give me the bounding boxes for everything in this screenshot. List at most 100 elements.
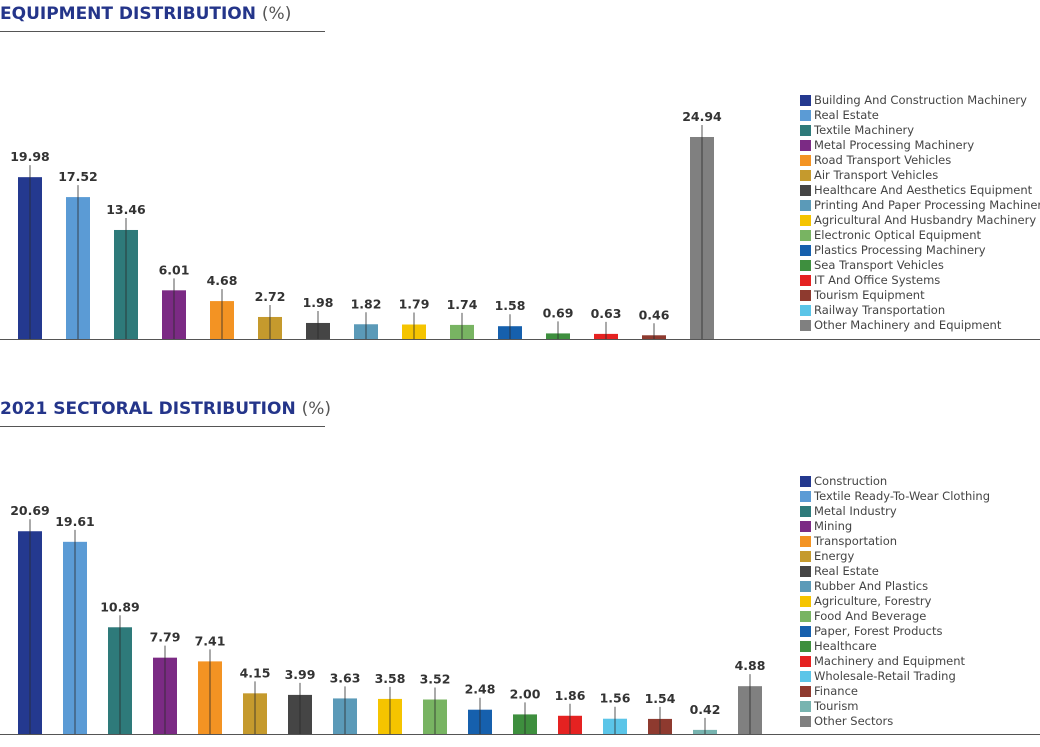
bar-value-label: 3.52 bbox=[420, 672, 451, 687]
legend-label: Rubber And Plastics bbox=[814, 579, 929, 593]
legend-swatch bbox=[800, 521, 811, 532]
legend-item: Construction bbox=[800, 474, 990, 489]
bar-value-label: 1.98 bbox=[303, 295, 334, 310]
legend-swatch bbox=[800, 491, 811, 502]
legend-item: Real Estate bbox=[800, 108, 1040, 123]
sectoral-title-unit: (%) bbox=[301, 399, 332, 419]
legend-swatch bbox=[800, 275, 811, 286]
legend-label: Machinery and Equipment bbox=[814, 654, 966, 668]
bar-value-label: 1.82 bbox=[351, 296, 382, 311]
equipment-chart-title: EQUIPMENT DISTRIBUTION (%) bbox=[0, 4, 291, 24]
legend-swatch bbox=[800, 536, 811, 547]
legend-item: IT And Office Systems bbox=[800, 273, 1040, 288]
bar-value-label: 3.63 bbox=[330, 670, 361, 685]
legend-swatch bbox=[800, 200, 811, 211]
legend-swatch bbox=[800, 566, 811, 577]
equipment-title-unit: (%) bbox=[261, 4, 292, 24]
bar-value-label: 0.46 bbox=[639, 307, 670, 322]
legend-swatch bbox=[800, 506, 811, 517]
legend-item: Healthcare And Aesthetics Equipment bbox=[800, 183, 1040, 198]
legend-swatch bbox=[800, 551, 811, 562]
legend-label: Electronic Optical Equipment bbox=[814, 228, 982, 242]
legend-swatch bbox=[800, 245, 811, 256]
bar-value-label: 7.79 bbox=[150, 630, 181, 645]
legend-swatch bbox=[800, 185, 811, 196]
equipment-legend: Building And Construction Machinery Real … bbox=[800, 93, 1040, 333]
equipment-title-text: EQUIPMENT DISTRIBUTION bbox=[0, 4, 256, 24]
legend-label: Agriculture, Forestry bbox=[814, 594, 932, 608]
bar-value-label: 4.88 bbox=[735, 658, 766, 673]
bar-value-label: 0.63 bbox=[591, 306, 622, 321]
legend-item: Energy bbox=[800, 549, 990, 564]
legend-swatch bbox=[800, 611, 811, 622]
bar-value-label: 13.46 bbox=[106, 202, 146, 217]
legend-item: Mining bbox=[800, 519, 990, 534]
bar-value-label: 1.56 bbox=[600, 691, 631, 706]
legend-label: Sea Transport Vehicles bbox=[814, 258, 944, 272]
bar-value-label: 3.99 bbox=[285, 667, 316, 682]
legend-swatch bbox=[800, 581, 811, 592]
bar-value-label: 4.68 bbox=[207, 273, 238, 288]
legend-label: Other Machinery and Equipment bbox=[814, 318, 1002, 332]
legend-swatch bbox=[800, 476, 811, 487]
legend-label: Agricultural And Husbandry Machinery bbox=[814, 213, 1037, 227]
bar-value-label: 10.89 bbox=[100, 599, 140, 614]
legend-label: Food And Beverage bbox=[814, 609, 927, 623]
legend-label: Real Estate bbox=[814, 108, 879, 122]
legend-item: Paper, Forest Products bbox=[800, 624, 990, 639]
legend-item: Healthcare bbox=[800, 639, 990, 654]
sectoral-legend: Construction Textile Ready-To-Wear Clothi… bbox=[800, 474, 990, 729]
legend-swatch bbox=[800, 125, 811, 136]
legend-swatch bbox=[800, 656, 811, 667]
legend-label: Textile Machinery bbox=[814, 123, 915, 137]
legend-item: Metal Processing Machinery bbox=[800, 138, 1040, 153]
legend-swatch bbox=[800, 320, 811, 331]
bar-value-label: 3.58 bbox=[375, 671, 406, 686]
legend-item: Transportation bbox=[800, 534, 990, 549]
sectoral-title-text: 2021 SECTORAL DISTRIBUTION bbox=[0, 399, 296, 419]
legend-label: Plastics Processing Machinery bbox=[814, 243, 986, 257]
bar-value-label: 2.00 bbox=[510, 686, 541, 701]
legend-item: Printing And Paper Processing Machinery bbox=[800, 198, 1040, 213]
legend-label: Printing And Paper Processing Machinery bbox=[814, 198, 1040, 212]
legend-label: IT And Office Systems bbox=[814, 273, 941, 287]
legend-label: Air Transport Vehicles bbox=[814, 168, 939, 182]
legend-swatch bbox=[800, 671, 811, 682]
bar-value-label: 4.15 bbox=[240, 665, 271, 680]
legend-swatch bbox=[800, 215, 811, 226]
legend-item: Plastics Processing Machinery bbox=[800, 243, 1040, 258]
legend-swatch bbox=[800, 305, 811, 316]
bar-value-label: 20.69 bbox=[10, 503, 50, 518]
bar-value-label: 1.54 bbox=[645, 691, 676, 706]
legend-item: Tourism bbox=[800, 699, 990, 714]
legend-swatch bbox=[800, 701, 811, 712]
bar-value-label: 1.58 bbox=[495, 298, 526, 313]
legend-label: Finance bbox=[814, 684, 858, 698]
bar-value-label: 0.42 bbox=[690, 702, 721, 717]
legend-label: Paper, Forest Products bbox=[814, 624, 943, 638]
legend-swatch bbox=[800, 95, 811, 106]
legend-item: Metal Industry bbox=[800, 504, 990, 519]
legend-label: Textile Ready-To-Wear Clothing bbox=[814, 489, 991, 503]
legend-label: Other Sectors bbox=[814, 714, 894, 728]
bar-value-label: 1.74 bbox=[447, 297, 478, 312]
legend-swatch bbox=[800, 626, 811, 637]
legend-item: Rubber And Plastics bbox=[800, 579, 990, 594]
legend-label: Road Transport Vehicles bbox=[814, 153, 952, 167]
legend-item: Machinery and Equipment bbox=[800, 654, 990, 669]
equipment-title-rule bbox=[0, 31, 325, 32]
legend-label: Building And Construction Machinery bbox=[814, 93, 1027, 107]
legend-item: Building And Construction Machinery bbox=[800, 93, 1040, 108]
bar-value-label: 24.94 bbox=[682, 109, 722, 124]
legend-label: Railway Transportation bbox=[814, 303, 946, 317]
legend-item: Other Sectors bbox=[800, 714, 990, 729]
legend-item: Air Transport Vehicles bbox=[800, 168, 1040, 183]
legend-label: Transportation bbox=[814, 534, 898, 548]
legend-swatch bbox=[800, 110, 811, 121]
legend-swatch bbox=[800, 686, 811, 697]
bar-value-label: 19.98 bbox=[10, 149, 50, 164]
legend-swatch bbox=[800, 716, 811, 727]
legend-item: Food And Beverage bbox=[800, 609, 990, 624]
legend-item: Wholesale-Retail Trading bbox=[800, 669, 990, 684]
